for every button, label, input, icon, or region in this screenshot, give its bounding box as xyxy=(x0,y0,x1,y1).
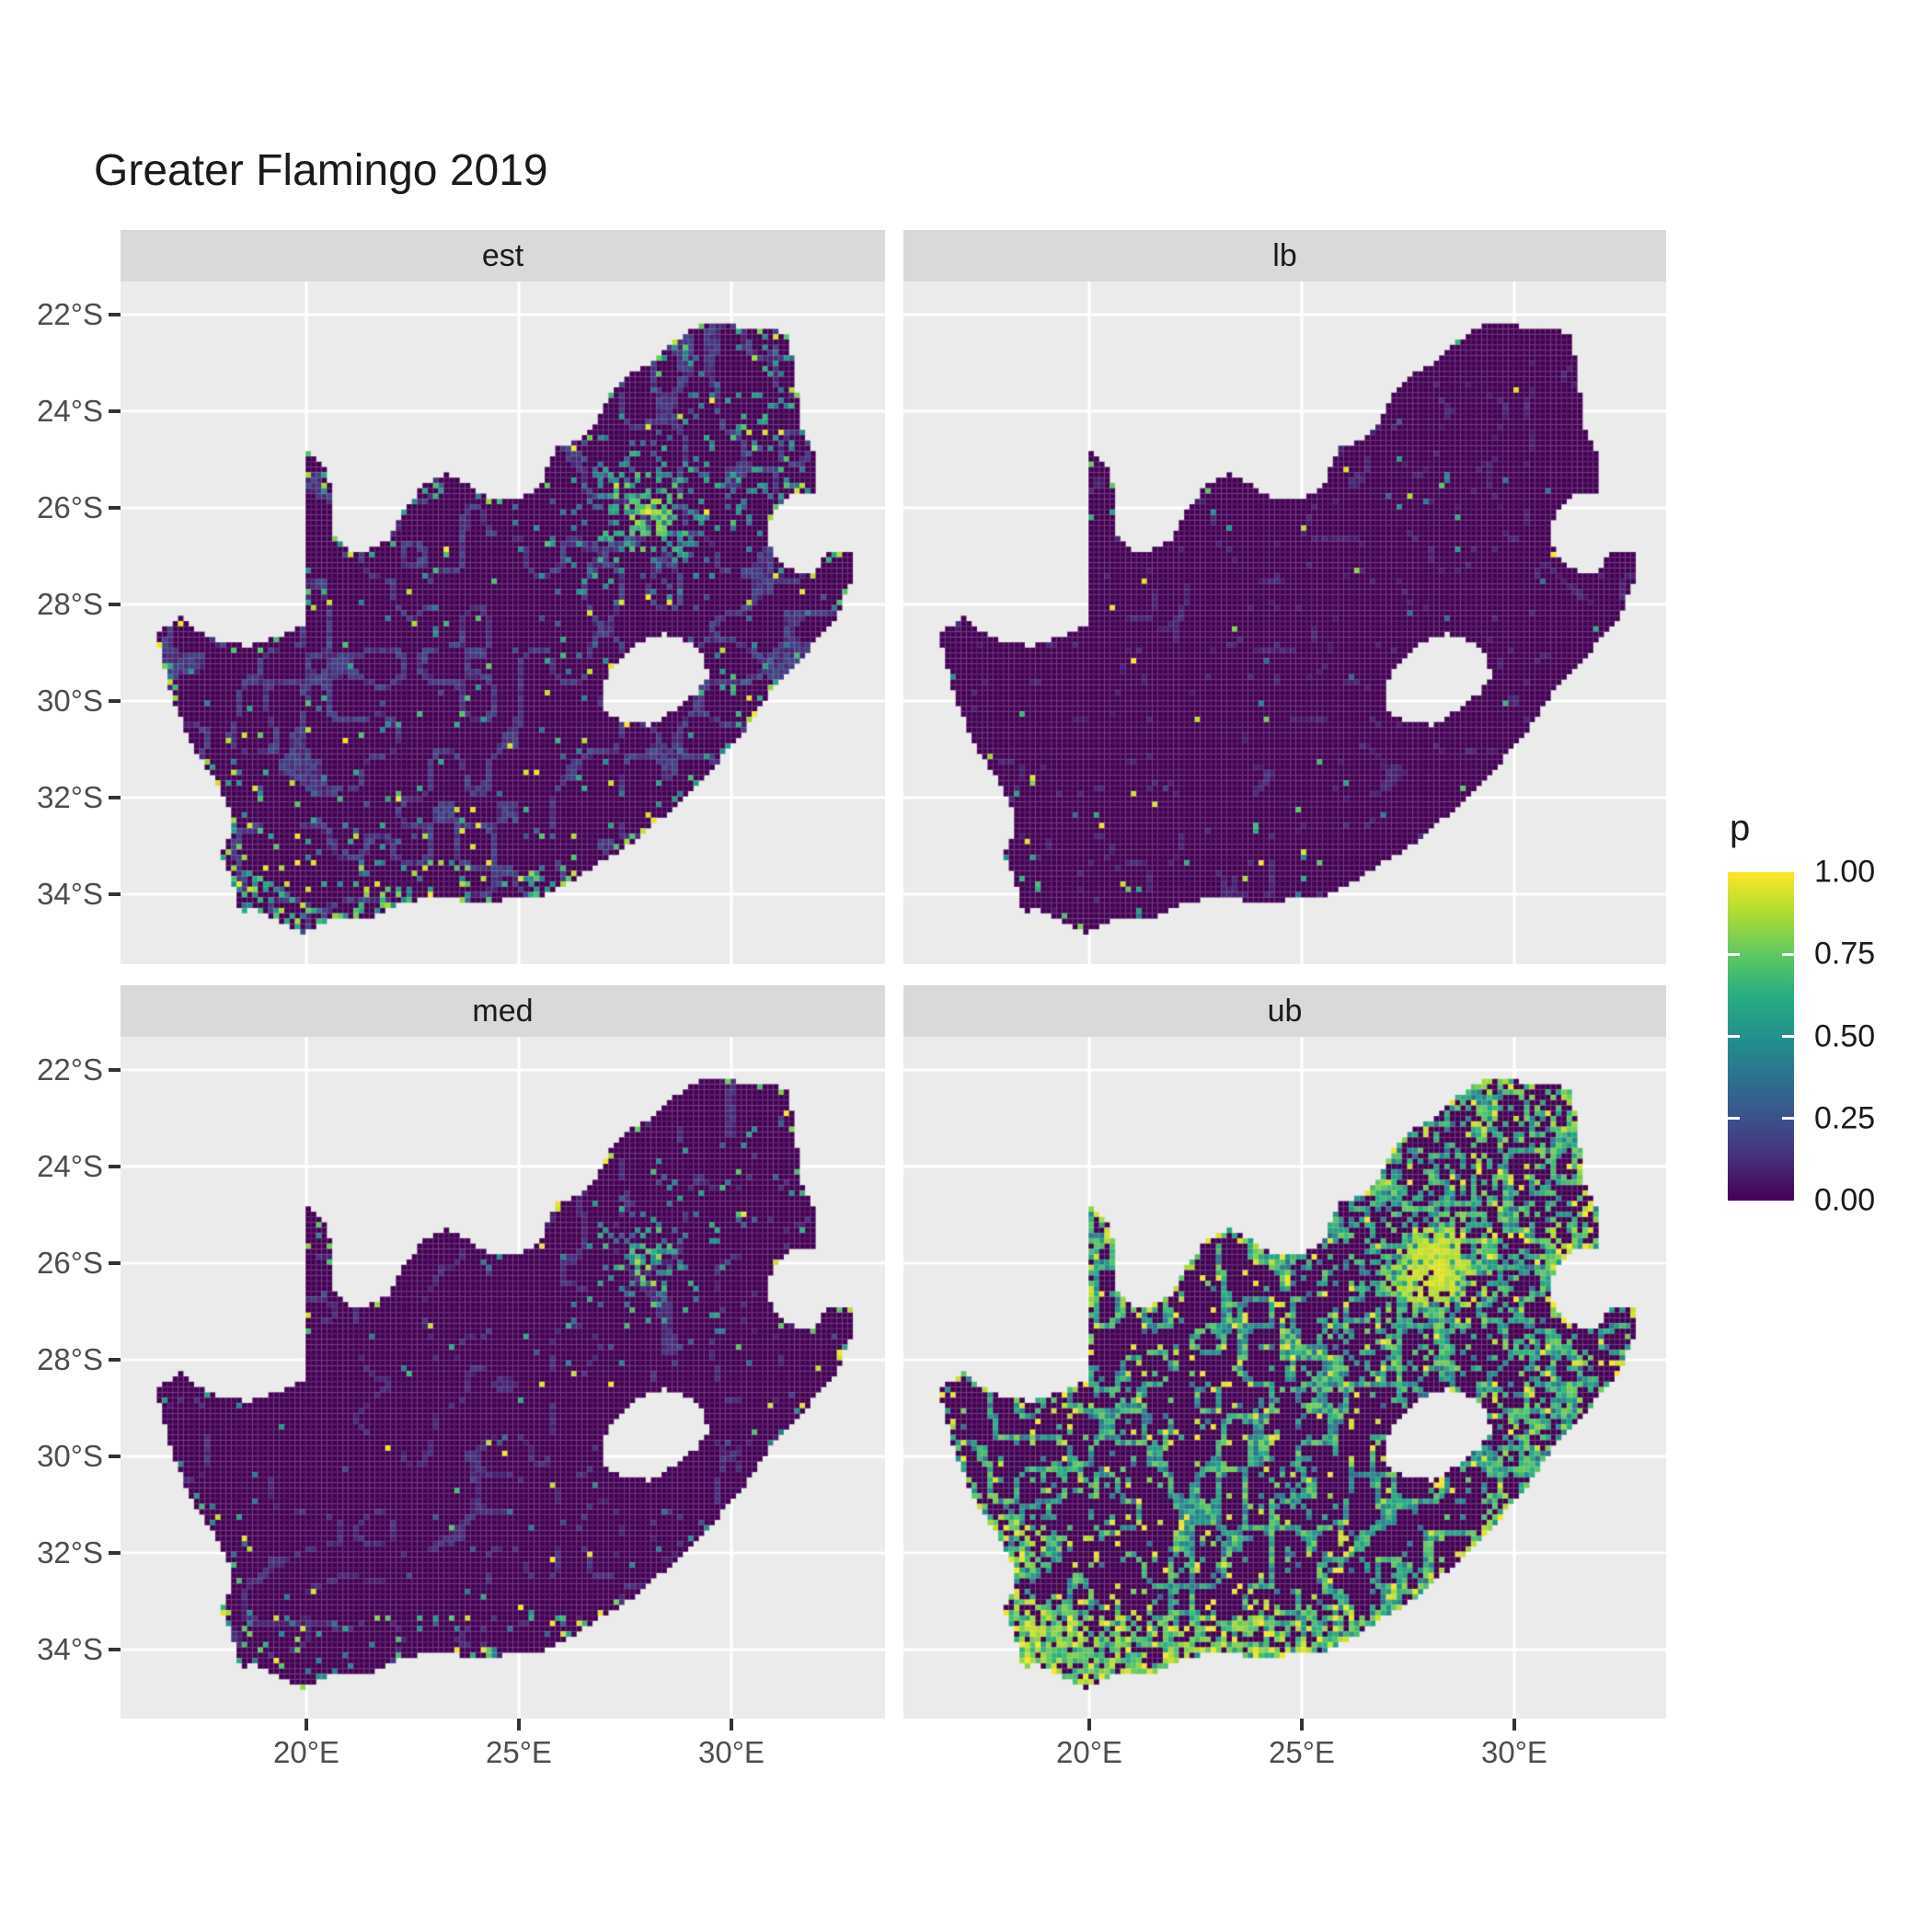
plot-title: Greater Flamingo 2019 xyxy=(94,146,548,195)
facet-panel-est xyxy=(121,282,885,964)
facet-strip-label: ub xyxy=(1267,993,1303,1029)
facet-panel-lb xyxy=(903,282,1666,964)
y-tick-mark xyxy=(109,699,121,703)
y-tick-label: 24°S xyxy=(37,1149,103,1183)
legend-label: 0.00 xyxy=(1814,1182,1876,1218)
y-tick-label: 28°S xyxy=(37,587,103,621)
y-tick-label: 22°S xyxy=(37,1052,103,1087)
x-tick-label: 25°E xyxy=(486,1735,552,1769)
y-tick-mark xyxy=(109,603,121,606)
y-tick-mark xyxy=(109,1165,121,1168)
colorbar-tick xyxy=(1728,1035,1740,1038)
legend-title: p xyxy=(1730,808,1751,848)
x-tick-mark xyxy=(730,1719,733,1731)
y-tick-mark xyxy=(109,796,121,799)
y-tick-mark xyxy=(109,313,121,316)
y-tick-label: 30°S xyxy=(37,684,103,718)
facet-strip-med: med xyxy=(121,985,885,1037)
y-tick-mark xyxy=(109,892,121,896)
y-tick-label: 32°S xyxy=(37,780,103,814)
x-tick-label: 30°E xyxy=(698,1735,765,1769)
y-tick-mark xyxy=(109,506,121,510)
y-tick-mark xyxy=(109,1261,121,1265)
y-tick-label: 34°S xyxy=(37,1632,103,1666)
facet-strip-label: est xyxy=(481,237,524,273)
y-tick-label: 24°S xyxy=(37,394,103,428)
facet-panel-ub xyxy=(903,1037,1666,1719)
y-tick-label: 30°S xyxy=(37,1439,103,1473)
y-tick-mark xyxy=(109,1648,121,1651)
x-tick-label: 25°E xyxy=(1269,1735,1335,1769)
y-tick-label: 26°S xyxy=(37,1246,103,1280)
y-tick-label: 26°S xyxy=(37,490,103,524)
facet-strip-ub: ub xyxy=(903,985,1666,1037)
facet-strip-label: med xyxy=(472,993,534,1029)
x-tick-mark xyxy=(1300,1719,1304,1731)
colorbar-tick xyxy=(1728,952,1740,956)
y-tick-label: 22°S xyxy=(37,297,103,331)
y-tick-label: 32°S xyxy=(37,1535,103,1570)
facet-strip-lb: lb xyxy=(903,230,1666,282)
y-tick-mark xyxy=(109,1551,121,1555)
x-tick-label: 20°E xyxy=(1056,1735,1122,1769)
x-tick-mark xyxy=(1087,1719,1091,1731)
y-tick-mark xyxy=(109,1455,121,1458)
colorbar-tick xyxy=(1782,1035,1794,1038)
colorbar-tick xyxy=(1782,1117,1794,1121)
y-tick-mark xyxy=(109,1358,121,1362)
y-tick-label: 28°S xyxy=(37,1342,103,1376)
y-tick-mark xyxy=(109,409,121,413)
x-tick-label: 20°E xyxy=(273,1735,339,1769)
facet-strip-est: est xyxy=(121,230,885,282)
colorbar-tick xyxy=(1782,952,1794,956)
x-tick-mark xyxy=(517,1719,521,1731)
legend-label: 1.00 xyxy=(1814,854,1876,890)
legend-label: 0.50 xyxy=(1814,1018,1876,1053)
legend-label: 0.25 xyxy=(1814,1100,1876,1136)
y-tick-label: 34°S xyxy=(37,877,103,911)
x-tick-label: 30°E xyxy=(1481,1735,1547,1769)
y-tick-mark xyxy=(109,1068,121,1072)
facet-strip-label: lb xyxy=(1272,237,1297,273)
colorbar-tick xyxy=(1728,1117,1740,1121)
x-tick-mark xyxy=(1512,1719,1516,1731)
legend-label: 0.75 xyxy=(1814,936,1876,972)
x-tick-mark xyxy=(305,1719,308,1731)
facet-panel-med xyxy=(121,1037,885,1719)
